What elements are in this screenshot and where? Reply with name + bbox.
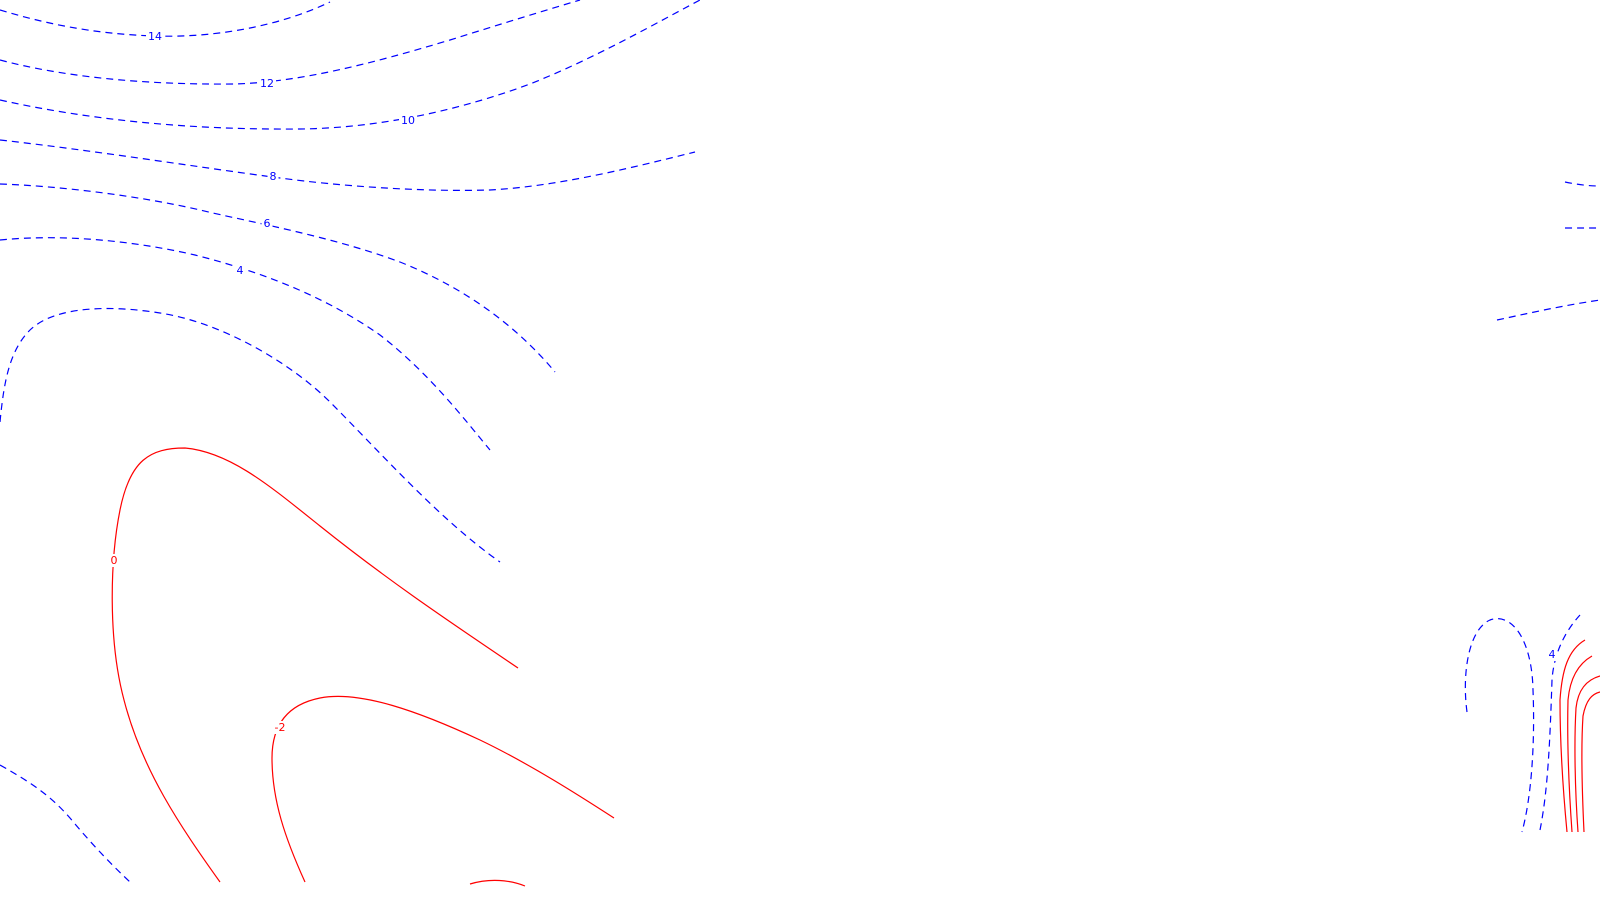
contour-line-level-2-1: [0, 764, 131, 883]
contour-label-14-bg: [146, 30, 164, 43]
contour-label-10-bg: [399, 114, 417, 127]
contour-label-8: 8: [270, 170, 277, 183]
contour-line-level-4-2: [1464, 618, 1535, 833]
contour-label-10: 10: [401, 114, 415, 127]
contour-line-level-4-1: [1496, 299, 1600, 321]
contour-label-neg2-bg: [271, 721, 289, 734]
contour-label-4: 4: [237, 264, 244, 277]
contour-line-level-4-3: [1539, 614, 1581, 831]
contour-label-4-bg: [234, 264, 246, 277]
contour-line-level-neg2-1: [1567, 655, 1593, 833]
contour-line-level-6-1: [1564, 181, 1600, 187]
contour-line-level-12-0: [0, 0, 581, 85]
contour-line-level-10-0: [0, 0, 701, 130]
contour-line-level-0-0: [111, 447, 519, 883]
contour-line-level-neg2-0: [271, 695, 615, 883]
contour-line-level-2-0: [0, 307, 501, 563]
contour-label-extra-0-bg: [1546, 648, 1558, 661]
contour-line-level-4-0: [0, 237, 491, 451]
contour-label-0-bg: [108, 554, 120, 567]
contour-line-level-6-0: [0, 183, 556, 373]
contour-label-6: 6: [264, 217, 271, 230]
contour-line-level-neg4-2: [1581, 691, 1600, 833]
contour-label-14: 14: [148, 30, 162, 43]
contour-label-neg2: -2: [275, 721, 286, 734]
contour-label-0: 0: [111, 554, 118, 567]
contour-line-level-0-1: [1559, 639, 1586, 833]
contour-label-12: 12: [260, 77, 274, 90]
contour-line-level-14-0: [0, 1, 331, 37]
contour-label-12-bg: [258, 77, 276, 90]
contour-line-level-neg4-0: [469, 879, 526, 887]
contour-line-level-neg4-1: [1574, 675, 1600, 833]
contour-line-level-8-0: [0, 139, 696, 191]
contour-label-8-bg: [267, 170, 279, 183]
contour-label-extra-0: 4: [1549, 648, 1556, 661]
contour-label-6-bg: [261, 217, 273, 230]
